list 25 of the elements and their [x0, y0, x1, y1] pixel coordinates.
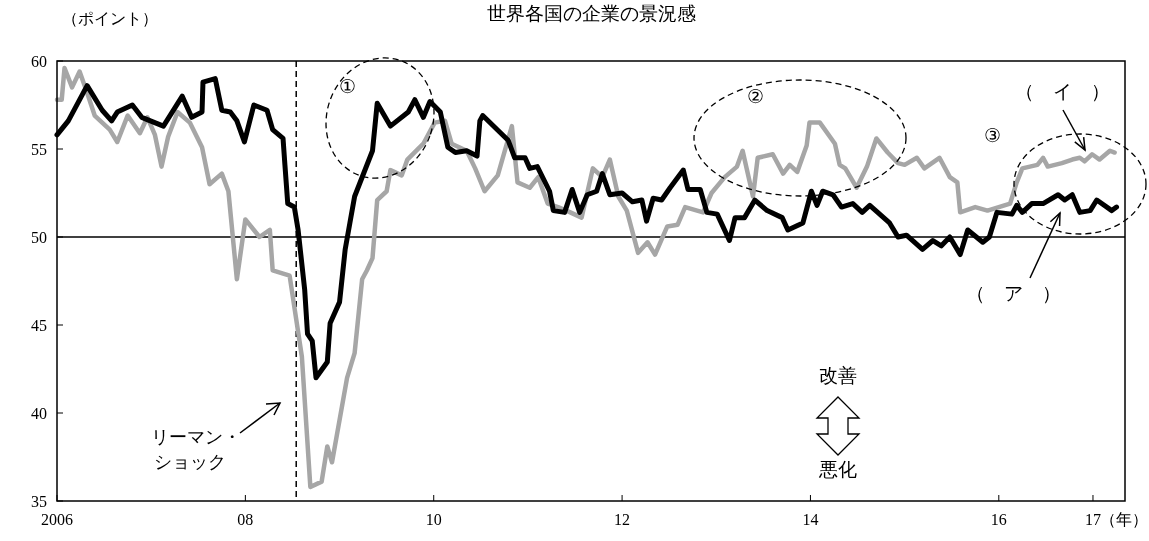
series-label: （ ア ） [965, 283, 1061, 304]
annotation: リーマン・ショック [151, 427, 241, 472]
annotation: ③ [983, 125, 1001, 146]
x-tick-label: 08 [237, 511, 254, 528]
x-tick-label: 2006 [41, 511, 73, 528]
chart-title: 世界各国の企業の景況感 [486, 3, 696, 24]
annotation: ① [338, 76, 356, 97]
y-tick-label: 55 [31, 140, 47, 158]
line-series [54, 65, 1117, 490]
annotation: 悪化 [818, 459, 857, 480]
x-tick-label: 17 [1084, 511, 1101, 528]
x-tick-label: 10 [425, 511, 442, 528]
x-tick-label: 14 [802, 511, 819, 528]
y-tick-label: 45 [31, 316, 47, 334]
y-axis-title: （ポイント） [62, 10, 158, 27]
x-tick-label: 16 [990, 511, 1007, 528]
y-tick-label: 35 [31, 492, 47, 510]
annotation: ② [746, 86, 764, 107]
y-tick-label: 50 [31, 228, 47, 246]
y-tick-label: 60 [31, 52, 47, 70]
annotation: 改善 [819, 365, 857, 386]
y-tick-label: 40 [31, 404, 47, 422]
x-axis-title: （年） [1100, 511, 1148, 528]
text: （ イ ） [1014, 81, 1110, 102]
x-tick-label: 12 [614, 511, 631, 528]
